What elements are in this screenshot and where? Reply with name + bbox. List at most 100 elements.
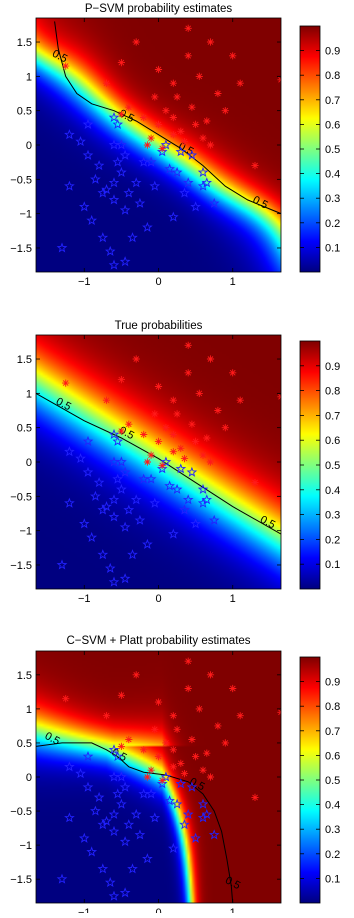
data-point-class-pos — [102, 396, 111, 404]
data-point-class-neg — [179, 187, 190, 198]
colorbar-tick-label: 0.9 — [325, 46, 340, 58]
data-point-class-neg — [64, 761, 75, 772]
data-point-class-pos — [184, 52, 192, 60]
data-point-class-neg — [186, 466, 198, 477]
data-point-class-neg — [119, 836, 131, 847]
data-point-class-pos — [102, 712, 111, 720]
data-point-class-neg — [116, 139, 127, 150]
data-point-class-pos — [177, 444, 185, 452]
data-point-class-pos — [203, 749, 211, 757]
data-point-class-neg — [116, 456, 127, 467]
y-tick-label: −1 — [19, 840, 32, 852]
data-point-class-pos — [125, 103, 133, 111]
data-point-class-neg — [175, 778, 187, 789]
data-point-class-neg — [108, 576, 120, 587]
plot-area: 0.50.50.5 — [36, 341, 281, 587]
data-point-class-neg — [142, 221, 153, 232]
data-point-class-neg — [105, 562, 116, 573]
colorbar — [300, 341, 320, 589]
data-point-class-neg — [130, 494, 142, 505]
colorbar-tick-label: 0.1 — [325, 242, 340, 254]
data-point-class-pos — [143, 458, 151, 466]
data-point-class-neg — [97, 819, 109, 830]
data-point-class-pos — [169, 396, 177, 404]
colorbar-tick-label: 0.8 — [325, 701, 340, 713]
data-point-class-neg — [123, 819, 135, 830]
data-point-class-neg — [108, 511, 120, 522]
data-point-class-pos — [195, 389, 203, 397]
data-point-class-pos — [203, 117, 211, 125]
data-point-class-pos — [184, 24, 192, 32]
data-point-class-pos — [140, 746, 148, 754]
data-point-class-pos — [158, 144, 166, 152]
data-point-class-neg — [164, 795, 175, 806]
data-point-class-neg — [93, 477, 105, 488]
colorbar-tick-label: 0.4 — [325, 800, 340, 812]
data-point-class-pos — [169, 448, 177, 456]
data-point-class-pos — [162, 424, 170, 432]
data-point-class-neg — [201, 494, 213, 505]
data-point-class-pos — [214, 722, 222, 730]
colorbar-tick-label: 0.2 — [325, 849, 340, 861]
data-point-class-pos — [188, 420, 196, 428]
data-point-class-neg — [108, 194, 120, 205]
data-point-class-pos — [154, 437, 163, 445]
y-tick-label: −0.5 — [10, 491, 32, 503]
data-point-class-pos — [251, 793, 259, 801]
data-point-class-pos — [229, 684, 237, 693]
data-point-class-neg — [201, 177, 213, 188]
data-point-class-neg — [112, 751, 124, 762]
data-point-class-neg — [186, 149, 198, 160]
data-point-class-pos — [221, 107, 229, 115]
colorbar-tick-label: 0.6 — [325, 750, 340, 762]
colorbar-tick-label: 0.7 — [325, 726, 340, 738]
heatmap-image — [36, 335, 281, 589]
data-point-class-neg — [186, 781, 198, 792]
data-point-class-neg — [145, 473, 157, 484]
data-point-class-pos — [140, 113, 148, 122]
data-point-class-neg — [119, 149, 131, 160]
data-point-class-pos — [236, 712, 244, 720]
data-point-class-neg — [145, 788, 157, 799]
data-point-class-neg — [90, 805, 101, 816]
data-point-class-neg — [119, 887, 131, 898]
data-point-class-neg — [97, 863, 109, 874]
data-point-class-pos — [180, 138, 189, 146]
data-point-class-pos — [195, 72, 203, 80]
data-point-class-pos — [62, 379, 70, 387]
data-point-class-neg — [64, 446, 75, 457]
data-point-class-neg — [75, 768, 86, 779]
data-point-class-neg — [116, 483, 127, 494]
data-point-class-neg — [123, 504, 135, 515]
data-point-class-neg — [93, 791, 105, 802]
data-point-class-neg — [119, 521, 131, 532]
contour-line-0.5 — [54, 21, 281, 215]
data-point-class-pos — [199, 134, 207, 142]
colorbar-tick-label: 0.5 — [325, 144, 340, 156]
y-tick-label: 1 — [26, 388, 32, 400]
data-point-class-neg — [130, 177, 142, 188]
data-point-class-pos — [62, 695, 70, 703]
data-point-class-pos — [154, 698, 163, 706]
data-point-class-pos — [169, 113, 177, 122]
chart-title: True probabilities — [115, 320, 203, 332]
colorbar-tick-label: 0.8 — [325, 70, 340, 82]
data-point-class-pos — [251, 479, 259, 487]
data-point-class-pos — [169, 712, 177, 720]
data-point-class-neg — [208, 829, 220, 840]
data-point-class-pos — [192, 753, 200, 761]
data-point-class-neg — [160, 771, 172, 782]
data-point-class-neg — [108, 825, 120, 837]
data-point-class-neg — [123, 187, 135, 198]
colorbar-tick-label: 0.6 — [325, 435, 340, 447]
data-point-class-neg — [90, 173, 101, 184]
data-point-class-neg — [82, 466, 94, 477]
colorbar-tick-label: 0.2 — [325, 218, 340, 230]
data-point-class-neg — [93, 160, 105, 171]
data-point-class-neg — [190, 201, 201, 212]
heatmap-image — [36, 18, 281, 272]
data-point-class-pos — [184, 341, 192, 349]
data-point-class-pos — [143, 141, 151, 149]
data-point-class-pos — [229, 369, 237, 377]
